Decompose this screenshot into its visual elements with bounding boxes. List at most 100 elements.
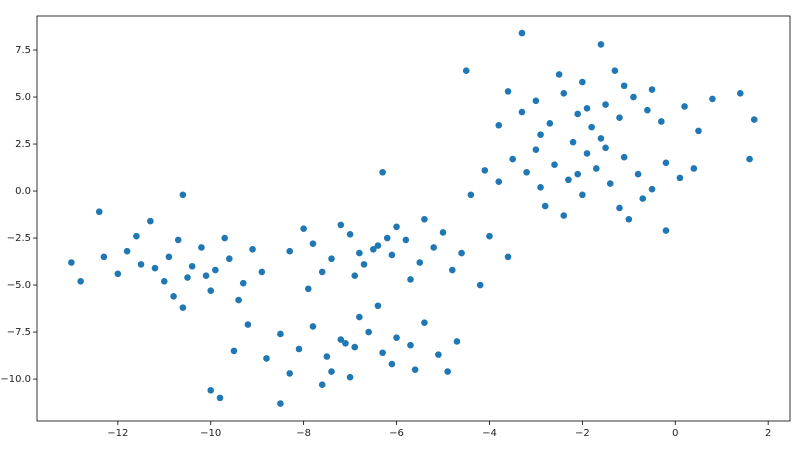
point (258, 268, 266, 276)
point (695, 127, 702, 135)
point (346, 230, 354, 238)
point (662, 159, 670, 167)
point (137, 261, 145, 268)
point (467, 191, 475, 199)
point (616, 204, 623, 212)
point (630, 93, 637, 101)
point (569, 138, 577, 146)
point (356, 249, 363, 257)
point (620, 82, 628, 90)
point (402, 236, 410, 244)
point (318, 268, 326, 276)
point (518, 108, 526, 116)
point (337, 221, 345, 229)
point (351, 343, 359, 351)
x-tick-label: −12 (107, 428, 128, 439)
point (574, 170, 582, 178)
point (295, 345, 303, 353)
point (634, 170, 642, 178)
point (602, 101, 609, 108)
point (648, 185, 656, 193)
point (537, 183, 544, 191)
point (551, 161, 558, 169)
point (407, 276, 414, 283)
point (374, 242, 382, 249)
point (286, 247, 294, 255)
point (560, 212, 568, 219)
x-tick-label: −8 (296, 428, 311, 439)
point (453, 338, 461, 345)
point (439, 229, 447, 236)
point (133, 232, 140, 240)
point (277, 400, 284, 407)
point (648, 86, 656, 93)
point (77, 277, 84, 285)
point (574, 110, 582, 118)
point (435, 351, 442, 358)
point (263, 355, 270, 362)
point (370, 246, 377, 253)
point (532, 146, 540, 153)
point (160, 277, 168, 285)
point (212, 266, 219, 274)
point (123, 247, 131, 255)
point (681, 103, 688, 110)
point (202, 272, 210, 279)
point (151, 264, 159, 272)
point (328, 368, 335, 375)
point (588, 123, 595, 131)
point (188, 262, 196, 270)
point (179, 191, 187, 199)
point (620, 153, 628, 161)
x-tick-label: 2 (765, 428, 771, 439)
point (230, 347, 238, 355)
y-tick-label: −7.5 (7, 327, 31, 338)
point (170, 293, 177, 300)
point (625, 215, 633, 223)
y-tick-label: 2.5 (15, 139, 31, 150)
point (304, 285, 312, 293)
point (337, 336, 345, 343)
point (393, 334, 400, 342)
point (416, 259, 424, 266)
point (495, 178, 503, 185)
point (444, 368, 451, 375)
point (388, 251, 396, 259)
point (462, 67, 470, 75)
point (198, 244, 205, 251)
point (221, 234, 228, 242)
point (476, 281, 484, 289)
point (486, 232, 493, 240)
point (746, 155, 753, 163)
point (616, 114, 623, 122)
point (393, 223, 400, 231)
point (583, 105, 591, 112)
point (430, 244, 438, 251)
point (249, 246, 256, 253)
point (583, 150, 591, 157)
point (709, 95, 716, 103)
point (356, 313, 363, 321)
point (286, 370, 294, 377)
point (328, 255, 335, 263)
point (518, 29, 526, 37)
y-tick-label: 7.5 (15, 45, 31, 56)
point (379, 168, 386, 176)
point (579, 191, 586, 199)
point (383, 234, 391, 242)
point (68, 259, 75, 266)
point (658, 118, 665, 125)
y-tick-label: −10.0 (0, 374, 31, 385)
point (458, 249, 465, 257)
point (174, 236, 182, 244)
point (365, 328, 372, 336)
point (597, 135, 605, 142)
point (207, 387, 215, 394)
point (597, 41, 605, 48)
point (342, 340, 349, 347)
point (184, 274, 191, 281)
point (411, 366, 419, 373)
point (388, 360, 396, 368)
point (239, 279, 247, 287)
